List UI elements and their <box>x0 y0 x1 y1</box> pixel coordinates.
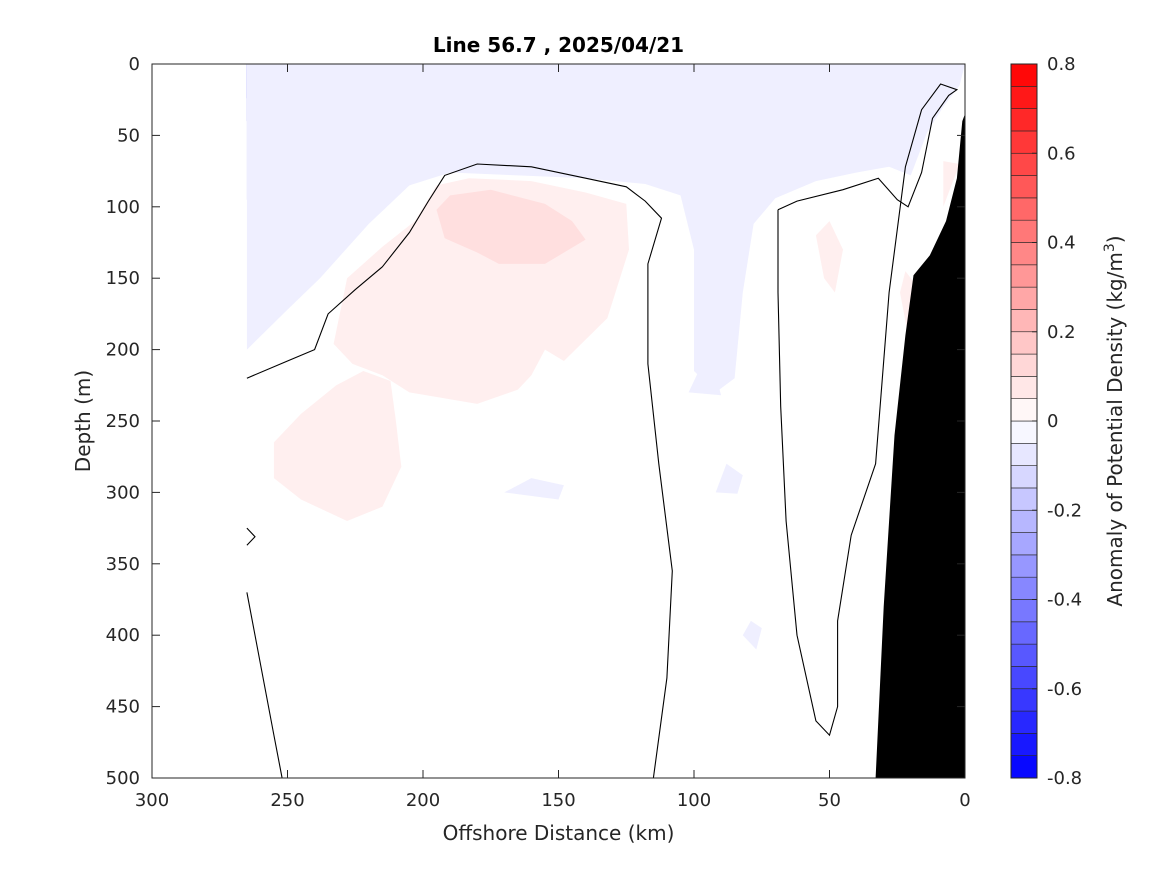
colorbar-segment <box>1010 443 1038 466</box>
colorbar-segment <box>1010 108 1038 132</box>
colorbar-segment <box>1010 710 1038 734</box>
colorbar-segment <box>1010 63 1038 87</box>
colorbar-segment <box>1010 554 1038 578</box>
zero-contour-line <box>777 83 959 737</box>
colorbar-segment <box>1010 532 1038 556</box>
colorbar-segment <box>1010 755 1038 779</box>
colorbar-segment <box>1010 666 1038 690</box>
colorbar-title-close: ) <box>1103 235 1127 243</box>
x-axis-title: Offshore Distance (km) <box>443 821 675 845</box>
zero-contour-line <box>246 163 673 778</box>
x-axis-ticks: 300 250 200 150 100 50 0 <box>135 64 971 811</box>
colorbar-tick-label: 0.4 <box>1047 233 1076 254</box>
y-tick-label: 150 <box>106 268 140 289</box>
colorbar-segment <box>1010 643 1038 667</box>
colorbar-tick-label: -0.6 <box>1047 679 1082 700</box>
colorbar-segment <box>1010 599 1038 623</box>
colorbar-segment <box>1010 130 1038 154</box>
x-tick-label: 250 <box>270 790 304 811</box>
x-tick-label: 50 <box>818 790 841 811</box>
anomaly-region <box>815 221 843 293</box>
zero-contour-line <box>246 527 256 546</box>
anomaly-region <box>688 363 722 396</box>
colorbar-segment <box>1010 152 1038 176</box>
colorbar-tick-label: 0 <box>1047 411 1058 432</box>
anomaly-region <box>246 64 965 393</box>
x-tick-label: 100 <box>677 790 711 811</box>
colorbar: 0.8 0.6 0.4 0.2 0 -0.2 -0.4 -0.6 -0.8 <box>1010 54 1082 789</box>
y-tick-label: 300 <box>106 482 140 503</box>
colorbar-segment <box>1010 264 1038 288</box>
y-tick-label: 200 <box>106 340 140 361</box>
colorbar-segment <box>1010 309 1038 333</box>
x-tick-label: 150 <box>541 790 575 811</box>
y-tick-label: 100 <box>106 197 140 218</box>
colorbar-segment <box>1010 398 1038 422</box>
colorbar-segment <box>1010 420 1038 444</box>
colorbar-tick-label: -0.4 <box>1047 590 1082 611</box>
y-axis-title: Depth (m) <box>71 370 95 472</box>
colorbar-segment <box>1010 197 1038 221</box>
bottom-topography <box>875 114 965 778</box>
plot-area <box>152 64 965 778</box>
colorbar-segment <box>1010 353 1038 377</box>
colorbar-tick-label: 0.2 <box>1047 322 1076 343</box>
colorbar-segment <box>1010 331 1038 355</box>
colorbar-segment <box>1010 509 1038 533</box>
colorbar-segment <box>1010 376 1038 399</box>
zero-contour-line <box>246 592 283 778</box>
anomaly-region <box>715 463 743 494</box>
colorbar-tick-label: -0.8 <box>1047 768 1082 789</box>
colorbar-tick-label: 0.6 <box>1047 143 1076 164</box>
x-tick-label: 300 <box>135 790 169 811</box>
anomaly-region <box>273 371 402 521</box>
colorbar-title-exponent: 3 <box>1102 243 1118 252</box>
colorbar-segment <box>1010 219 1038 243</box>
colorbar-segment <box>1010 621 1038 645</box>
y-tick-label: 250 <box>106 411 140 432</box>
y-tick-label: 0 <box>129 54 140 75</box>
anomaly-region <box>742 620 762 650</box>
anomaly-region <box>436 189 586 264</box>
y-tick-label: 400 <box>106 625 140 646</box>
chart-title: Line 56.7 , 2025/04/21 <box>433 33 684 57</box>
colorbar-segment <box>1010 86 1038 109</box>
colorbar-segment <box>1010 733 1038 756</box>
colorbar-segment <box>1010 175 1038 199</box>
y-axis-ticks: 0 50 100 150 200 250 300 350 400 450 500 <box>106 54 965 789</box>
anomaly-region <box>943 161 960 207</box>
colorbar-segment <box>1010 688 1038 712</box>
colorbar-segment <box>1010 576 1038 600</box>
colorbar-segment <box>1010 487 1038 511</box>
y-tick-label: 500 <box>106 768 140 789</box>
colorbar-segment <box>1010 242 1038 266</box>
colorbar-title: Anomaly of Potential Density (kg/m3) <box>1102 235 1127 606</box>
y-tick-label: 350 <box>106 554 140 575</box>
colorbar-title-main: Anomaly of Potential Density (kg/m <box>1103 252 1127 606</box>
colorbar-segment <box>1010 465 1038 489</box>
y-tick-label: 50 <box>117 125 140 146</box>
colorbar-tick-label: 0.8 <box>1047 54 1076 75</box>
x-tick-label: 0 <box>959 790 970 811</box>
anomaly-region <box>504 478 564 500</box>
y-tick-label: 450 <box>106 697 140 718</box>
colorbar-segment <box>1010 286 1038 310</box>
x-tick-label: 200 <box>406 790 440 811</box>
colorbar-tick-label: -0.2 <box>1047 500 1082 521</box>
